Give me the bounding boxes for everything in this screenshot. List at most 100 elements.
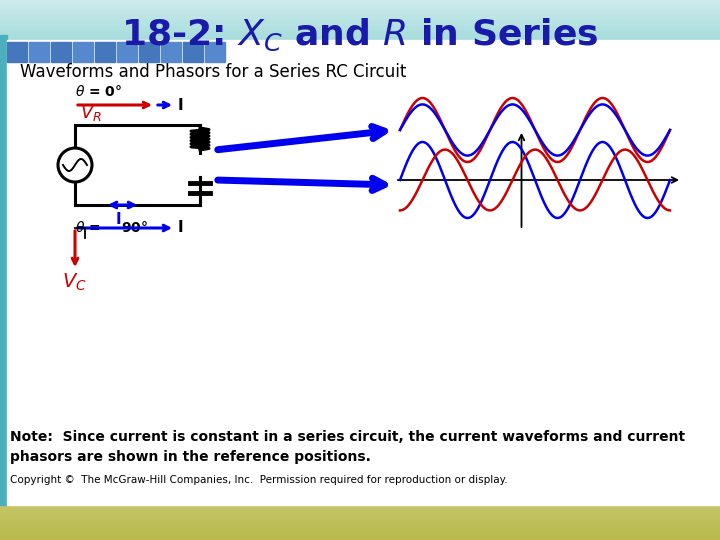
Text: $V_R$: $V_R$ — [80, 103, 102, 123]
Bar — [0, 61, 720, 62]
Bar — [0, 511, 720, 512]
Bar — [0, 57, 720, 58]
Bar — [0, 510, 720, 511]
Bar — [0, 39, 720, 40]
Bar — [0, 31, 720, 32]
Bar — [0, 513, 720, 514]
Bar — [7, 42, 27, 62]
Bar — [0, 44, 720, 45]
Text: $\theta$ = $-$ 90°: $\theta$ = $-$ 90° — [75, 220, 148, 235]
Bar — [0, 18, 720, 19]
Circle shape — [58, 148, 92, 182]
Bar — [0, 532, 720, 533]
Bar — [139, 42, 159, 62]
Bar — [0, 28, 720, 29]
Bar — [0, 37, 720, 38]
Bar — [0, 26, 720, 27]
Bar — [0, 529, 720, 530]
Bar — [0, 3, 720, 4]
Bar — [0, 508, 720, 509]
Bar — [0, 4, 720, 5]
Bar — [0, 45, 720, 46]
Bar — [0, 64, 720, 65]
Bar — [0, 5, 720, 6]
Bar — [0, 521, 720, 522]
Bar — [0, 524, 720, 525]
Bar — [0, 512, 720, 513]
Bar — [0, 36, 720, 37]
Bar — [0, 17, 720, 18]
Bar — [0, 527, 720, 528]
Bar — [0, 38, 720, 39]
Bar — [0, 48, 720, 49]
Bar — [0, 525, 720, 526]
Bar — [0, 34, 720, 35]
Bar — [0, 15, 720, 16]
Bar — [0, 514, 720, 515]
Bar — [0, 43, 720, 44]
Bar — [0, 522, 720, 523]
Bar — [0, 56, 720, 57]
Bar — [73, 42, 93, 62]
Bar — [0, 531, 720, 532]
Bar — [0, 507, 720, 508]
Bar — [0, 47, 720, 48]
Bar — [0, 534, 720, 535]
Bar — [0, 40, 720, 41]
Bar — [0, 21, 720, 22]
Bar — [0, 50, 720, 51]
Bar — [0, 16, 720, 17]
Bar — [0, 518, 720, 519]
Bar — [0, 517, 720, 518]
Bar — [0, 523, 720, 524]
Bar — [0, 59, 720, 60]
Bar — [0, 9, 720, 10]
Bar — [0, 46, 720, 47]
Bar — [0, 42, 720, 43]
Text: $\theta$ = 0°: $\theta$ = 0° — [75, 84, 122, 99]
Bar — [0, 49, 720, 50]
Bar — [0, 20, 720, 21]
Bar — [0, 53, 720, 54]
Text: 18-2: $\mathit{X_C}$ and $\mathit{R}$ in Series: 18-2: $\mathit{X_C}$ and $\mathit{R}$ in… — [122, 17, 598, 53]
Bar — [0, 0, 720, 1]
Bar — [0, 29, 720, 30]
Bar — [0, 14, 720, 15]
Bar — [0, 516, 720, 517]
Bar — [0, 58, 720, 59]
Bar — [0, 32, 720, 33]
Text: Note:  Since current is constant in a series circuit, the current waveforms and : Note: Since current is constant in a ser… — [10, 430, 685, 463]
Bar — [0, 1, 720, 2]
Bar — [7, 40, 720, 505]
Bar — [0, 33, 720, 34]
Bar — [0, 19, 720, 20]
Bar — [0, 509, 720, 510]
Bar — [0, 35, 7, 505]
Bar — [0, 7, 720, 8]
Bar — [0, 526, 720, 527]
Bar — [0, 536, 720, 537]
Text: I: I — [115, 212, 121, 227]
Bar — [95, 42, 115, 62]
Bar — [0, 63, 720, 64]
Bar — [0, 533, 720, 534]
Bar — [0, 13, 720, 14]
Bar — [0, 25, 720, 26]
Bar — [0, 30, 720, 31]
Bar — [0, 537, 720, 538]
Bar — [0, 51, 720, 52]
Bar — [0, 519, 720, 520]
Bar — [0, 10, 720, 11]
Bar — [117, 42, 137, 62]
Bar — [0, 22, 720, 23]
Text: Copyright ©  The McGraw-Hill Companies, Inc.  Permission required for reproducti: Copyright © The McGraw-Hill Companies, I… — [10, 475, 508, 485]
Bar — [0, 506, 720, 507]
Bar — [29, 42, 49, 62]
Bar — [51, 42, 71, 62]
Bar — [205, 42, 225, 62]
Text: Waveforms and Phasors for a Series RC Circuit: Waveforms and Phasors for a Series RC Ci… — [20, 63, 406, 81]
Bar — [0, 538, 720, 539]
Text: $V_C$: $V_C$ — [62, 271, 87, 293]
Bar — [0, 24, 720, 25]
Bar — [0, 60, 720, 61]
